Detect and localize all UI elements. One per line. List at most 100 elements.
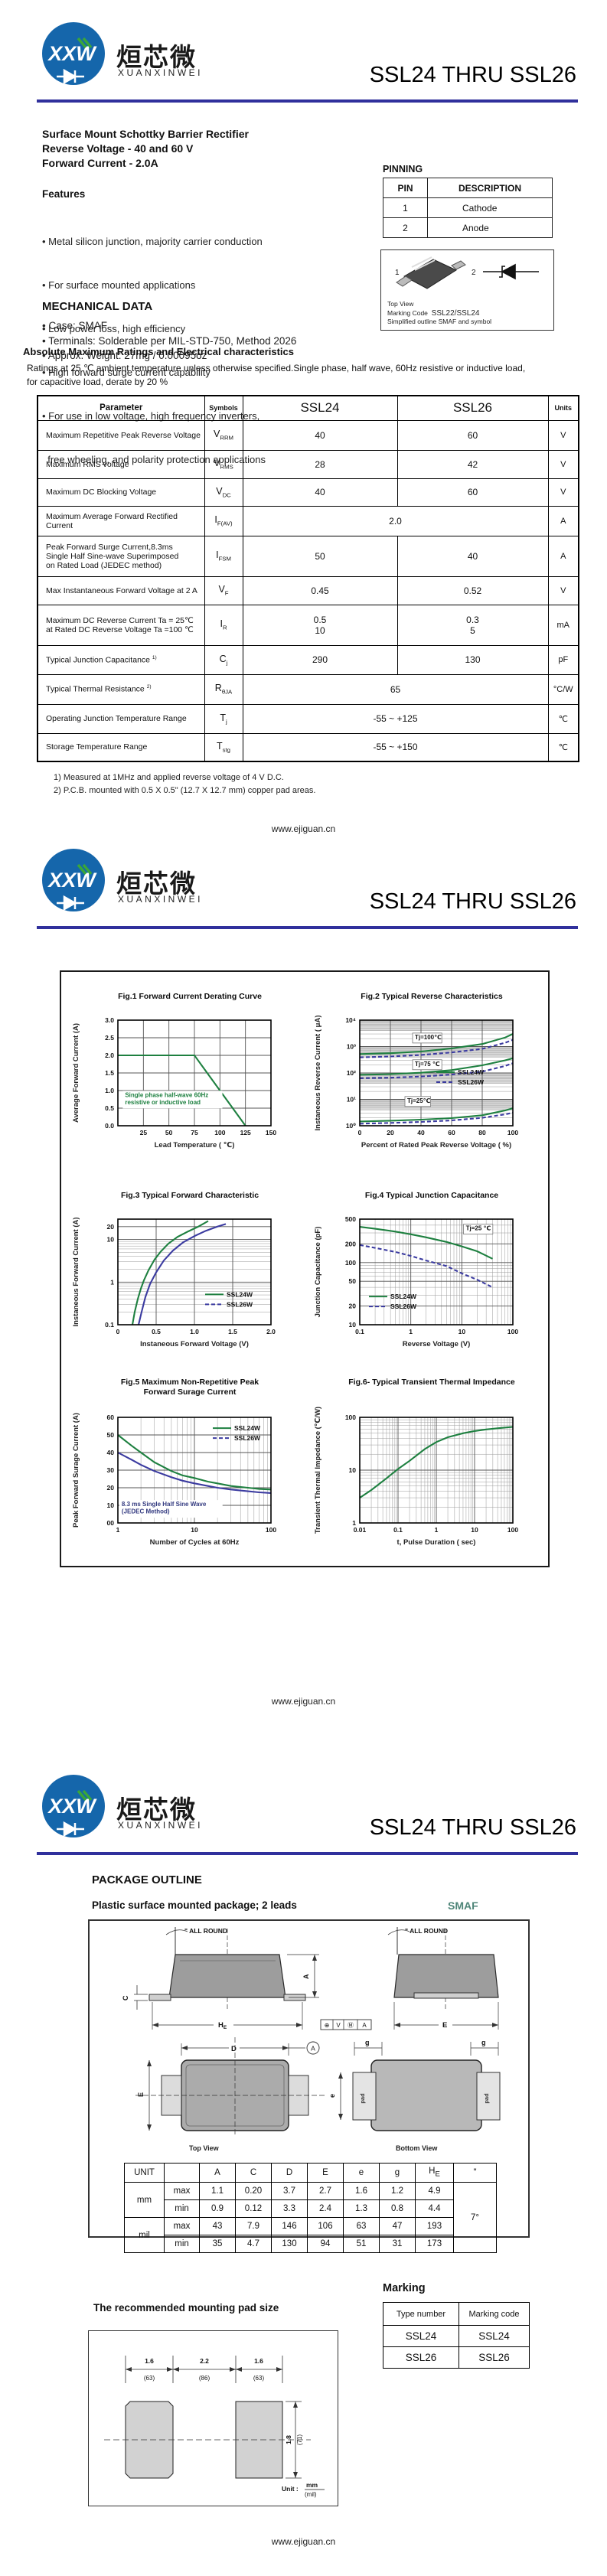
svg-text:100: 100 <box>266 1526 276 1534</box>
mechanical-data-heading: MECHANICAL DATA <box>42 300 153 313</box>
package-outline-sub: Plastic surface mounted package; 2 leads <box>92 1899 297 1911</box>
svg-text:60: 60 <box>107 1414 115 1421</box>
svg-text:20: 20 <box>107 1223 115 1231</box>
svg-text:10²: 10² <box>347 1069 356 1077</box>
svg-text:10: 10 <box>349 1321 357 1329</box>
fig4-title: Fig.4 Typical Junction Capacitance <box>364 1191 499 1200</box>
svg-text:20: 20 <box>349 1303 357 1310</box>
svg-text:1: 1 <box>435 1526 439 1534</box>
svg-text:10: 10 <box>349 1466 357 1474</box>
fig3-title: Fig.3 Typical Forward Characteristic <box>120 1191 259 1200</box>
svg-text:Lead Temperature ( ℃): Lead Temperature ( ℃) <box>155 1141 235 1149</box>
pin-description: Anode <box>427 217 553 238</box>
svg-text:125: 125 <box>240 1129 251 1136</box>
svg-text:Transient Thermal Impedance (℃: Transient Thermal Impedance (℃/W) <box>314 1407 322 1534</box>
table-row: Maximum DC Reverse Current Ta = 25℃ at R… <box>37 604 579 646</box>
mech-item: • Approx. Weight: 27mg / 0.00095oz <box>42 350 207 361</box>
col-header-units: Units <box>547 395 579 421</box>
fig4-chart: 10 20 50 100 200 500 0.1 1 10 100 Reverse Voltage … <box>314 1215 518 1348</box>
svg-text:20: 20 <box>387 1129 394 1136</box>
svg-text:E: E <box>137 2092 145 2097</box>
svg-text:(71): (71) <box>296 2434 303 2446</box>
svg-text:Tj=75 ℃: Tj=75 ℃ <box>415 1061 440 1068</box>
svg-text:150: 150 <box>266 1129 276 1136</box>
company-logo: XXW <box>40 846 113 917</box>
table-row: mm max 1.1 0.20 3.7 2.7 1.6 1.2 4.9 7° <box>124 2182 497 2253</box>
svg-text:g: g <box>481 2039 486 2046</box>
svg-text:10: 10 <box>191 1526 198 1534</box>
page-title: SSL24 THRU SSL26 <box>369 63 576 87</box>
logo-diode-icon <box>57 68 84 85</box>
mounting-pad-heading: The recommended mounting pad size <box>93 2302 279 2314</box>
page-title: SSL24 THRU SSL26 <box>369 1815 576 1840</box>
svg-text:40: 40 <box>417 1129 425 1136</box>
mounting-pad-box: 1.6 (63) 2.2 (86) 1.6 (63) 1.8 (71) Unit… <box>88 2330 338 2506</box>
package-topview-box: 1 2 Top View Marking Code SSL22/SSL24 Si… <box>380 249 554 331</box>
pin-number: 2 <box>383 217 428 238</box>
svg-text:0.0: 0.0 <box>105 1122 114 1130</box>
svg-text:1.8: 1.8 <box>285 2435 292 2444</box>
svg-text:0.1: 0.1 <box>355 1328 364 1335</box>
svg-text:Reverse Voltage (V): Reverse Voltage (V) <box>403 1340 471 1348</box>
svg-text:SSL24W: SSL24W <box>390 1293 417 1300</box>
svg-text:10⁴: 10⁴ <box>345 1016 356 1024</box>
svg-text:(mil): (mil) <box>305 2491 317 2498</box>
svg-text:1.0: 1.0 <box>105 1087 114 1094</box>
svg-text:mm: mm <box>306 2481 318 2489</box>
svg-text:2.5: 2.5 <box>105 1034 114 1042</box>
svg-text:resistive or inductive load: resistive or inductive load <box>125 1099 201 1106</box>
svg-text:0: 0 <box>116 1328 120 1335</box>
mech-item: • Case: SMAF <box>42 320 107 331</box>
marking-code-header: Marking code <box>459 2302 530 2326</box>
fig3-chart: 0.1 1 10 20 0 0.5 1.0 1.5 2.0 Instaneous Forward … <box>72 1217 276 1348</box>
svg-text:(63): (63) <box>144 2375 155 2382</box>
fig1-chart: 0.0 0.5 1.0 1.5 2.0 2.5 3.0 25 50 75 100 125 150 Lead… <box>72 1016 276 1149</box>
col-header-parameter: Parameter <box>37 395 205 421</box>
dims-col: e <box>343 2163 380 2183</box>
svg-text:20: 20 <box>107 1484 115 1492</box>
dims-col: D <box>271 2163 308 2183</box>
feature-item: • For surface mounted applications <box>42 279 196 291</box>
svg-text:Instaneous Forward Voltage (V): Instaneous Forward Voltage (V) <box>140 1340 249 1348</box>
brand-chinese: 烜芯微 <box>116 43 197 71</box>
svg-text:SSL24W: SSL24W <box>227 1290 253 1298</box>
dims-angle-value: 7° <box>453 2182 497 2253</box>
brand-latin: XUANXINWEI <box>118 1820 204 1831</box>
svg-text:1: 1 <box>110 1278 114 1286</box>
svg-text:80: 80 <box>478 1129 486 1136</box>
svg-text:A: A <box>362 2022 367 2029</box>
svg-text:SSL26W: SSL26W <box>227 1300 253 1308</box>
company-logo: XXW <box>40 1772 113 1843</box>
table-row: Maximum Repetitive Peak Reverse Voltage … <box>37 419 579 451</box>
fig6-chart: 1 10 100 0.01 0.1 1 10 100 t, Pulse Duration ( s… <box>314 1407 518 1547</box>
pinning-heading: PINNING <box>383 164 423 174</box>
svg-text:⊕: ⊕ <box>325 2022 330 2029</box>
svg-text:Peak Forward Surage Current (A: Peak Forward Surage Current (A) <box>72 1413 80 1528</box>
figures-box <box>60 970 550 1567</box>
description-col-header: DESCRIPTION <box>427 178 553 198</box>
fig5-chart: 00 10 20 30 40 50 60 1 10 100 Number of Cycles at … <box>72 1413 276 1547</box>
svg-text:3.0: 3.0 <box>105 1016 114 1024</box>
svg-text:30: 30 <box>107 1466 115 1474</box>
table-row: 1 Cathode <box>383 197 553 218</box>
svg-text:50: 50 <box>165 1129 173 1136</box>
svg-text:500: 500 <box>345 1215 356 1223</box>
svg-text:g: g <box>365 2039 370 2046</box>
dims-unit-mil: mil <box>124 2217 165 2253</box>
svg-text:40: 40 <box>107 1449 115 1456</box>
mechanical-data-list: • Case: SMAF • Terminals: Solderable per… <box>42 318 296 364</box>
svg-text:100: 100 <box>507 1328 518 1335</box>
table-row: Typical Junction Capacitance 1) Cj 290 1… <box>37 644 579 675</box>
svg-text:Tj=100℃: Tj=100℃ <box>415 1034 442 1041</box>
marking-table: Type number Marking code SSL24 SSL24 SSL… <box>383 2302 530 2369</box>
svg-text:Single phase half-wave 60Hz: Single phase half-wave 60Hz <box>125 1091 208 1098</box>
figure-fig5: Fig.5 Maximum Non-Repetitive Peak Forwar… <box>69 1378 311 1565</box>
marking-code-value: SSL22/SSL24 <box>431 308 480 318</box>
col-header-symbols: Symbols <box>204 395 243 421</box>
table-row: SSL24 SSL24 <box>383 2325 530 2347</box>
svg-text:50: 50 <box>107 1431 115 1439</box>
outline-caption: Simplified outline SMAF and symbol <box>387 318 492 325</box>
dims-col: HE <box>415 2163 454 2183</box>
ratings-table: Parameter Symbols SSL24 SSL26 Units Maxi… <box>37 395 579 762</box>
